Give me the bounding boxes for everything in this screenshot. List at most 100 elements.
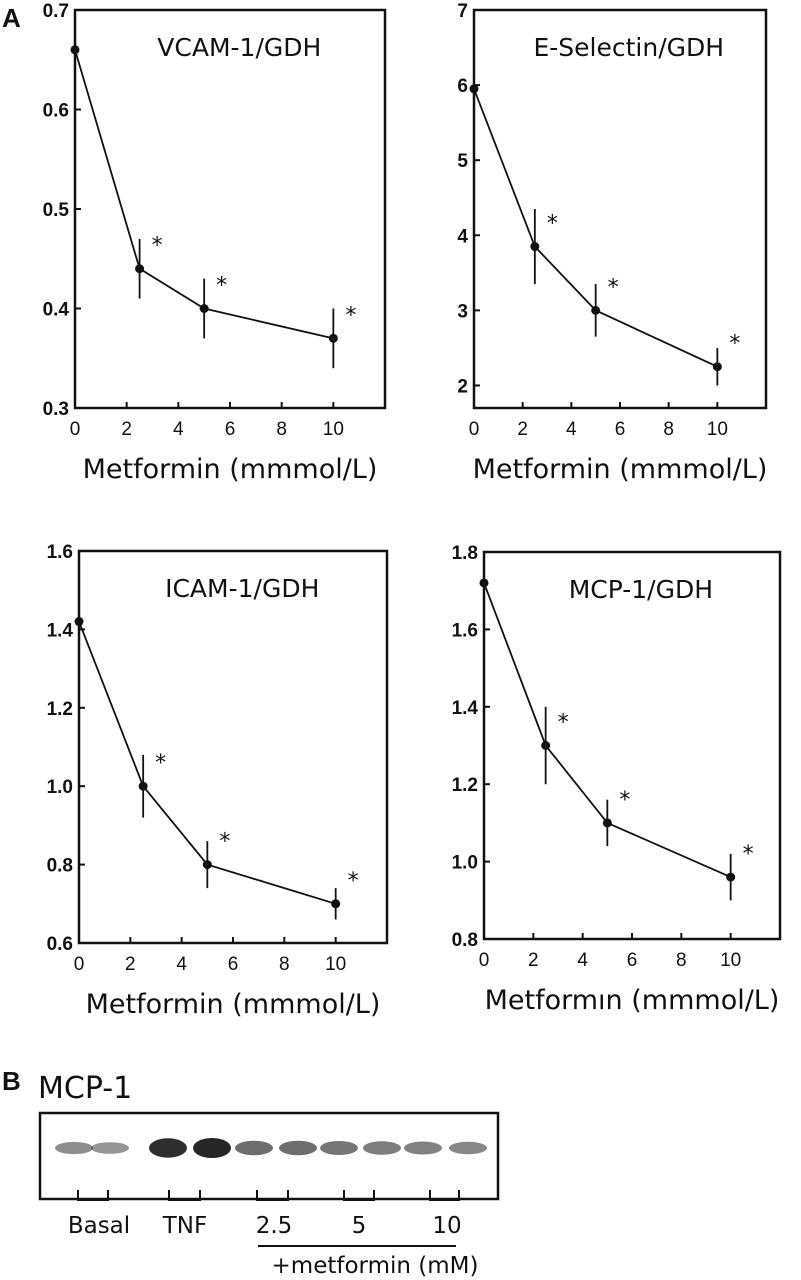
chart-title: E-Selectin/GDH [533, 33, 724, 62]
lane-group-bracket [168, 1190, 201, 1201]
data-point [530, 242, 540, 252]
significance-asterisk: * [219, 830, 230, 855]
western-blot-panel: B MCP-1 Basal TNF 2.5 5 10 +metformin (mM) [2, 1066, 500, 1279]
significance-asterisk: * [155, 751, 166, 776]
y-tick-label: 0.4 [43, 300, 70, 321]
x-tick-label: 10 [707, 419, 728, 440]
blot-band [279, 1140, 317, 1156]
y-tick-label: 0.5 [43, 200, 70, 221]
series-line [473, 88, 718, 368]
y-tick-label: 1.4 [452, 698, 479, 719]
data-point [328, 333, 338, 343]
blot-band [449, 1141, 487, 1155]
plot-frame [482, 550, 782, 941]
lane-group-label: TNF [162, 1213, 207, 1239]
significance-asterisk: * [619, 788, 630, 813]
x-tick-label: 8 [279, 954, 290, 975]
data-point [199, 304, 209, 313]
x-tick-label: 8 [663, 419, 674, 440]
blot-band [193, 1138, 231, 1158]
data-point [331, 899, 341, 909]
data-point [135, 264, 145, 274]
x-tick-label: 4 [577, 950, 588, 971]
lane-group-bracket [256, 1190, 289, 1201]
x-tick-label: 0 [479, 950, 490, 971]
panel-a-label: A [2, 3, 21, 33]
lane-group-bracket [429, 1190, 460, 1201]
y-tick-label: 0.8 [47, 856, 73, 877]
x-tick-label: 6 [627, 950, 638, 971]
significance-asterisk: * [608, 275, 619, 300]
x-tick-label: 4 [176, 954, 187, 975]
x-tick-label: 0 [70, 419, 81, 440]
chart-title: MCP-1/GDH [569, 575, 713, 604]
blot-band [363, 1141, 401, 1155]
x-axis-label: Metformin (mmmol/L) [473, 454, 768, 485]
x-tick-label: 8 [276, 419, 287, 440]
y-tick-label: 0.8 [452, 930, 478, 951]
y-tick-label: 5 [457, 151, 468, 172]
significance-asterisk: * [216, 274, 227, 299]
blot-membrane [38, 1111, 500, 1201]
significance-asterisk: * [345, 303, 356, 328]
chart-2: E-Selectin/GDH 2 3 4 5 6 7 0 2 4 6 8 10 Metformin (mm… [457, 1, 767, 485]
x-tick-label: 10 [325, 954, 346, 975]
data-point [138, 781, 148, 791]
y-tick-label: 0.7 [43, 1, 69, 22]
blot-band [91, 1142, 129, 1154]
data-point [74, 617, 84, 627]
series-line [483, 582, 732, 878]
y-tick-label: 2 [457, 376, 468, 397]
significance-asterisk: * [729, 332, 740, 357]
y-tick-label: 1.4 [47, 620, 74, 641]
lane-group-label: Basal [68, 1213, 130, 1239]
y-tick-label: 1.2 [47, 699, 73, 720]
plot-frame [472, 8, 768, 410]
significance-asterisk: * [558, 711, 569, 736]
data-point [479, 578, 489, 588]
x-tick-label: 2 [125, 954, 136, 975]
data-point [591, 305, 601, 315]
y-tick-label: 0.6 [43, 101, 69, 122]
y-tick-label: 0.6 [47, 934, 73, 955]
lane-group-label: 10 [432, 1213, 461, 1239]
x-tick-label: 0 [469, 419, 480, 440]
data-point [726, 872, 736, 882]
lane-group-label: 5 [352, 1213, 367, 1239]
y-tick-label: 7 [457, 1, 468, 22]
x-tick-label: 2 [528, 950, 539, 971]
data-point [602, 818, 612, 828]
x-tick-label: 6 [225, 419, 236, 440]
treatment-label: +metformin (mM) [272, 1253, 479, 1279]
x-axis-label: Metformın (mmmol/L) [485, 985, 780, 1016]
x-axis-label: Metformin (mmmol/L) [83, 454, 378, 485]
x-tick-label: 6 [228, 954, 239, 975]
blot-band [235, 1140, 273, 1156]
chart-4: MCP-1/GDH 0.8 1.0 1.2 1.4 1.6 1.8 0 2 4 6 8 10 Metfor… [452, 543, 782, 1016]
significance-asterisk: * [152, 234, 163, 259]
chart-title: VCAM-1/GDH [157, 33, 321, 62]
data-point [712, 362, 722, 372]
y-tick-label: 0.3 [43, 399, 69, 420]
x-tick-label: 6 [615, 419, 626, 440]
significance-asterisk: * [547, 212, 558, 237]
blot-band [320, 1141, 358, 1155]
significance-asterisk: * [743, 842, 754, 867]
y-tick-label: 1.6 [452, 620, 478, 641]
y-tick-label: 1.8 [452, 543, 478, 564]
x-tick-label: 8 [676, 950, 687, 971]
x-tick-label: 2 [517, 419, 528, 440]
x-tick-label: 10 [323, 419, 344, 440]
y-tick-label: 4 [457, 226, 468, 247]
blot-title: MCP-1 [38, 1071, 132, 1106]
y-tick-label: 6 [457, 76, 468, 97]
y-tick-label: 3 [457, 301, 468, 322]
data-point [202, 860, 212, 870]
x-tick-label: 2 [121, 419, 132, 440]
series-line [74, 49, 334, 340]
blot-bands [55, 1138, 487, 1158]
x-tick-label: 10 [720, 950, 741, 971]
lane-group-bracket [343, 1190, 375, 1201]
y-tick-label: 1.6 [47, 542, 73, 563]
